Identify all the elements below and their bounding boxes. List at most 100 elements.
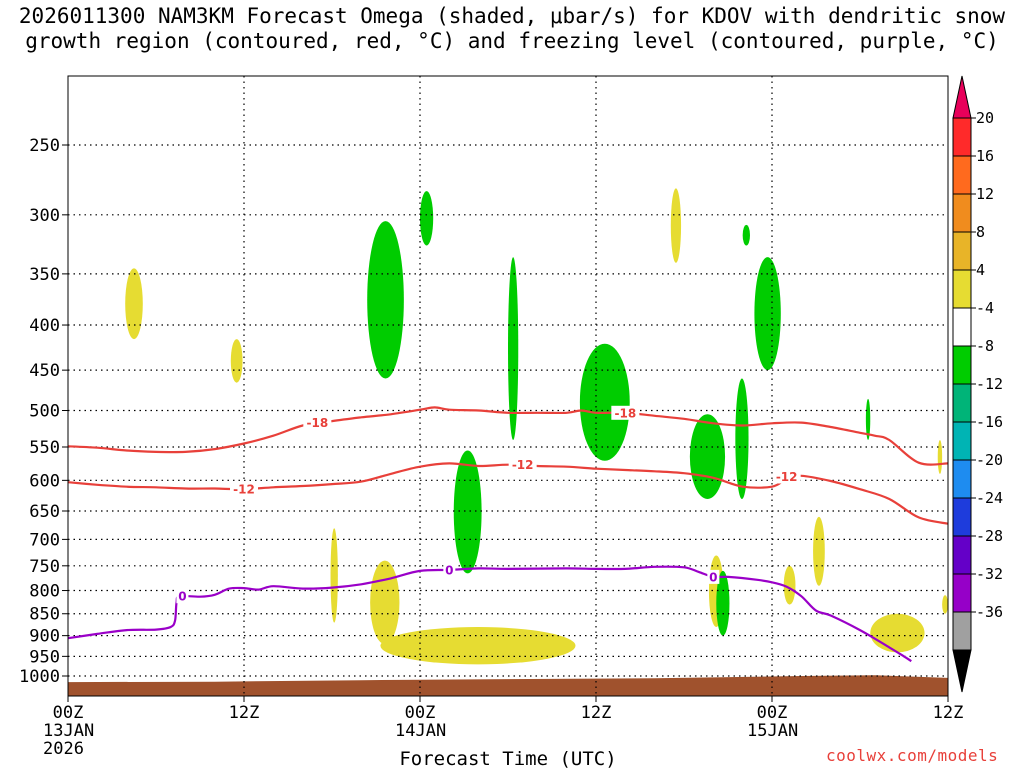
contour-label-freezing-level-2: 0 (709, 570, 717, 584)
chart-title: 2026011300 NAM3KM Forecast Omega (shaded… (0, 4, 1024, 54)
colorbar-label-6: -8 (976, 337, 994, 355)
x-tick-label-5: 12Z (933, 703, 964, 723)
omega-yellow-10 (870, 613, 925, 653)
contour-label-bg-dgz-bottom-0 (230, 482, 258, 497)
contours: -18 -18 -12 -12 -12 0 0 0 (67, 405, 949, 663)
contour-dgz-bottom (67, 462, 949, 525)
colorbar-label-7: -12 (976, 375, 1003, 393)
omega-yellow-2 (230, 339, 243, 383)
x-tick-date-2: 14JAN (395, 721, 446, 741)
y-tick-label-500: 500 (29, 402, 60, 422)
colorbar-label-5: -4 (976, 299, 994, 317)
y-tick-label-1000: 1000 (19, 667, 60, 687)
contour-label-bg-freezing-level-1 (443, 562, 456, 577)
contour-label-dgz-bottom-2: -12 (776, 470, 798, 484)
colorbar-box-13 (952, 611, 972, 651)
omega-green-6 (689, 414, 726, 500)
omega-green-4 (508, 257, 519, 440)
y-tick-label-750: 750 (29, 557, 60, 577)
omega-green-11 (865, 398, 871, 440)
colorbar-top-triangle (952, 75, 972, 119)
omega-yellow-12 (942, 595, 948, 614)
colorbar-box-8 (952, 421, 972, 461)
title-line-2: growth region (contoured, red, °C) and f… (25, 29, 999, 53)
omega-yellow-6 (670, 188, 682, 263)
colorbar-label-4: 4 (976, 261, 985, 279)
contour-label-freezing-level-1: 0 (445, 563, 453, 577)
y-tick-label-850: 850 (29, 605, 60, 625)
omega-green-3 (453, 450, 482, 574)
colorbar-box-6 (952, 345, 972, 385)
contour-label-bg-dgz-bottom-1 (508, 457, 537, 472)
contour-label-freezing-level-0: 0 (178, 590, 186, 604)
colorbar-box-4 (952, 269, 972, 309)
plot-frame (67, 75, 949, 697)
omega-yellow-9 (813, 516, 825, 586)
omega-green-9 (742, 224, 750, 246)
y-tick-label-250: 250 (29, 136, 60, 156)
title-line-1: 2026011300 NAM3KM Forecast Omega (shaded… (18, 4, 1006, 28)
watermark: coolwx.com/models (826, 746, 999, 765)
terrain (68, 675, 948, 696)
omega-yellow-5 (380, 627, 576, 665)
y-tick-label-600: 600 (29, 471, 60, 491)
omega-green-10 (754, 257, 781, 371)
x-axis-label: Forecast Time (UTC) (399, 748, 616, 768)
axes: 2503003504004505005506006507007508008509… (19, 75, 964, 768)
y-tick-label-550: 550 (29, 438, 60, 458)
x-tick-label-4: 00Z (757, 703, 788, 723)
omega-yellow-1 (125, 268, 143, 340)
terrain-fill (68, 675, 948, 696)
y-tick-label-950: 950 (29, 647, 60, 667)
omega-green-2 (420, 191, 434, 246)
colorbar-box-7 (952, 383, 972, 423)
omega-green-1 (367, 221, 404, 379)
contour-label-dgz-bottom-1: -12 (512, 458, 534, 472)
y-tick-label-800: 800 (29, 582, 60, 602)
colorbar-label-2: 12 (976, 185, 994, 203)
colorbar-label-0: 20 (976, 109, 994, 127)
grid-lines (68, 76, 948, 696)
y-tick-label-700: 700 (29, 530, 60, 550)
colorbar-box-9 (952, 459, 972, 499)
contour-label-bg-dgz-bottom-2 (772, 469, 801, 484)
x-tick-label-3: 12Z (581, 703, 612, 723)
x-tick-date-4: 15JAN (747, 721, 798, 741)
y-tick-label-650: 650 (29, 502, 60, 522)
contour-label-bg-dgz-top-0 (303, 415, 332, 430)
x-tick-label-2: 00Z (405, 703, 436, 723)
omega-green-5 (579, 343, 630, 461)
colorbar-label-9: -20 (976, 451, 1003, 469)
omega-green-7 (716, 570, 730, 636)
colorbar-box-10 (952, 497, 972, 537)
colorbar-box-11 (952, 535, 972, 575)
colorbar-box-5 (952, 307, 972, 347)
contour-dgz-top (67, 406, 949, 466)
y-tick-label-350: 350 (29, 265, 60, 285)
y-tick-label-300: 300 (29, 206, 60, 226)
y-tick-label-400: 400 (29, 316, 60, 336)
contour-label-bg-freezing-level-2 (707, 569, 720, 584)
colorbar-label-3: 8 (976, 223, 985, 241)
colorbar-label-8: -16 (976, 413, 1003, 431)
colorbar-box-0 (952, 117, 972, 157)
colorbar-bottom-triangle (952, 649, 972, 693)
colorbar-label-10: -24 (976, 489, 1003, 507)
contour-label-bg-freezing-level-0 (176, 589, 189, 604)
x-tick-label-1: 12Z (229, 703, 260, 723)
colorbar: 20 16 12 8 4 -4 -8 -12 -16 -20 -24 -28 -32 -36 (952, 75, 1003, 693)
colorbar-label-12: -32 (976, 565, 1003, 583)
contour-label-dgz-top-0: -18 (306, 416, 328, 430)
contour-label-bg-dgz-top-1 (611, 405, 640, 420)
colorbar-label-1: 16 (976, 147, 994, 165)
colorbar-label-13: -36 (976, 603, 1003, 621)
colorbar-box-3 (952, 231, 972, 271)
colorbar-box-2 (952, 193, 972, 233)
contour-label-dgz-top-1: -18 (614, 406, 636, 420)
omega-yellow-11 (937, 439, 943, 474)
colorbar-label-11: -28 (976, 527, 1003, 545)
omega-green-8 (735, 378, 749, 500)
y-tick-label-900: 900 (29, 627, 60, 647)
colorbar-box-1 (952, 155, 972, 195)
